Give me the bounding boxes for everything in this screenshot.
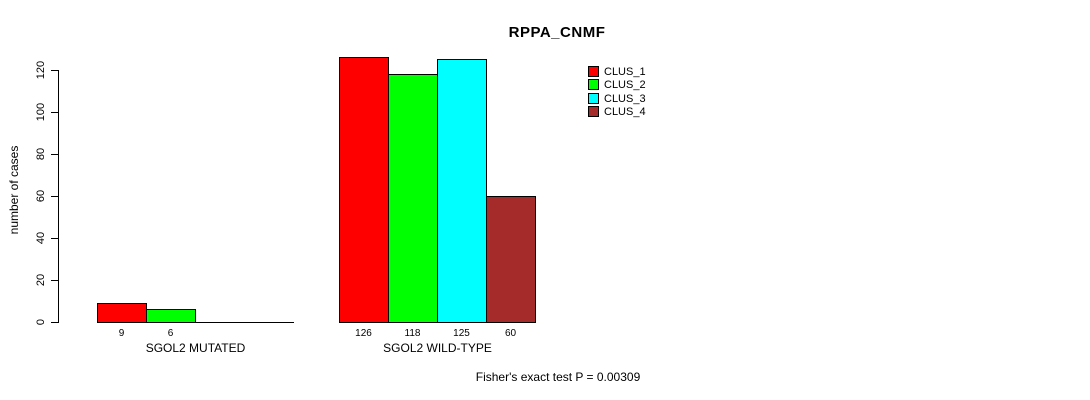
bar-value-label: 6 — [167, 328, 174, 339]
y-tick-mark — [51, 238, 58, 239]
legend-swatch-CLUS_3 — [588, 93, 599, 104]
y-tick-mark — [51, 322, 58, 323]
legend-label-CLUS_1: CLUS_1 — [604, 66, 646, 78]
y-tick-mark — [51, 196, 58, 197]
y-axis-line — [58, 70, 59, 323]
bar-value-label: 118 — [404, 328, 421, 339]
y-tick-label: 60 — [35, 189, 47, 203]
legend-label-CLUS_2: CLUS_2 — [604, 79, 646, 91]
bar-CLUS_1 — [339, 57, 389, 323]
y-tick-mark — [51, 70, 58, 71]
footnote: Fisher's exact test P = 0.00309 — [475, 370, 641, 384]
legend-swatch-CLUS_4 — [588, 106, 599, 117]
chart-title: RPPA_CNMF — [508, 24, 606, 41]
legend-swatch-CLUS_1 — [588, 66, 599, 77]
bar-CLUS_1 — [97, 303, 147, 323]
y-tick-label: 80 — [35, 147, 47, 161]
bar-value-label: 126 — [355, 328, 372, 339]
y-tick-label: 0 — [35, 318, 47, 326]
legend-swatch-CLUS_2 — [588, 79, 599, 90]
y-tick-mark — [51, 154, 58, 155]
bar-CLUS_4 — [486, 196, 536, 323]
group-label: SGOL2 MUTATED — [145, 341, 246, 355]
group-label: SGOL2 WILD-TYPE — [383, 341, 492, 355]
y-tick-label: 40 — [35, 231, 47, 245]
legend-label-CLUS_3: CLUS_3 — [604, 93, 646, 105]
bar-value-label: 9 — [118, 328, 125, 339]
bar-CLUS_3 — [437, 59, 487, 323]
y-axis-label: number of cases — [7, 145, 21, 235]
bar-CLUS_2 — [388, 74, 438, 323]
legend-label-CLUS_4: CLUS_4 — [604, 106, 646, 118]
bar-CLUS_2 — [146, 309, 196, 323]
y-tick-mark — [51, 112, 58, 113]
y-tick-label: 100 — [35, 102, 47, 122]
y-tick-mark — [51, 280, 58, 281]
bar-value-label: 60 — [504, 328, 517, 339]
y-tick-label: 20 — [35, 273, 47, 287]
y-tick-label: 120 — [35, 60, 47, 80]
bar-value-label: 125 — [453, 328, 470, 339]
